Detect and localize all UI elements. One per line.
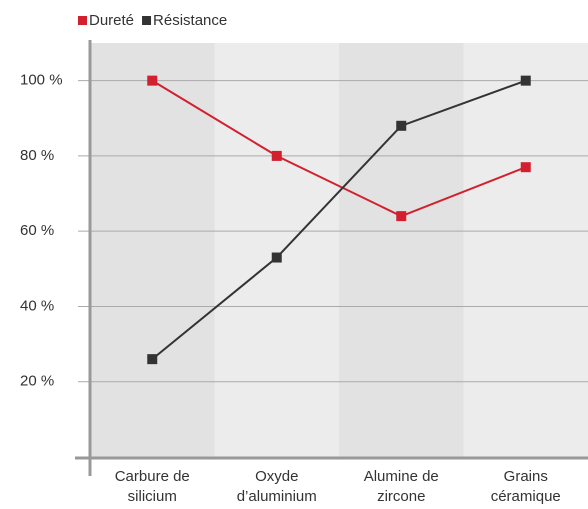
- y-tick-label: 60 %: [20, 222, 54, 239]
- marker: [520, 162, 531, 173]
- line: [151, 79, 527, 360]
- y-tick-label: 40 %: [20, 297, 54, 314]
- band: [339, 43, 464, 457]
- y-tick-label: 80 %: [20, 147, 54, 164]
- marker: [147, 354, 158, 365]
- band: [214, 43, 339, 457]
- legend-swatch: [142, 16, 152, 25]
- marker: [271, 252, 282, 263]
- marker: [520, 75, 531, 86]
- marker: [271, 150, 282, 161]
- legend-label: Résistance: [153, 12, 227, 29]
- band: [463, 43, 588, 457]
- x-tick-label: Carbure de silicium: [114, 468, 190, 505]
- legend-label: Dureté: [89, 12, 134, 29]
- marker: [396, 120, 407, 131]
- y-tick-label: 20 %: [20, 373, 54, 390]
- y-tick-label: 100 %: [20, 72, 63, 89]
- x-tick-label: Grains céramique: [490, 468, 561, 505]
- x-tick-label: Alumine de zircone: [363, 468, 439, 505]
- x-tick-label: Oxyde d’aluminium: [236, 468, 317, 505]
- band: [90, 43, 215, 457]
- line: [151, 79, 527, 218]
- legend-swatch: [78, 16, 87, 25]
- marker: [396, 211, 407, 222]
- marker: [147, 75, 158, 86]
